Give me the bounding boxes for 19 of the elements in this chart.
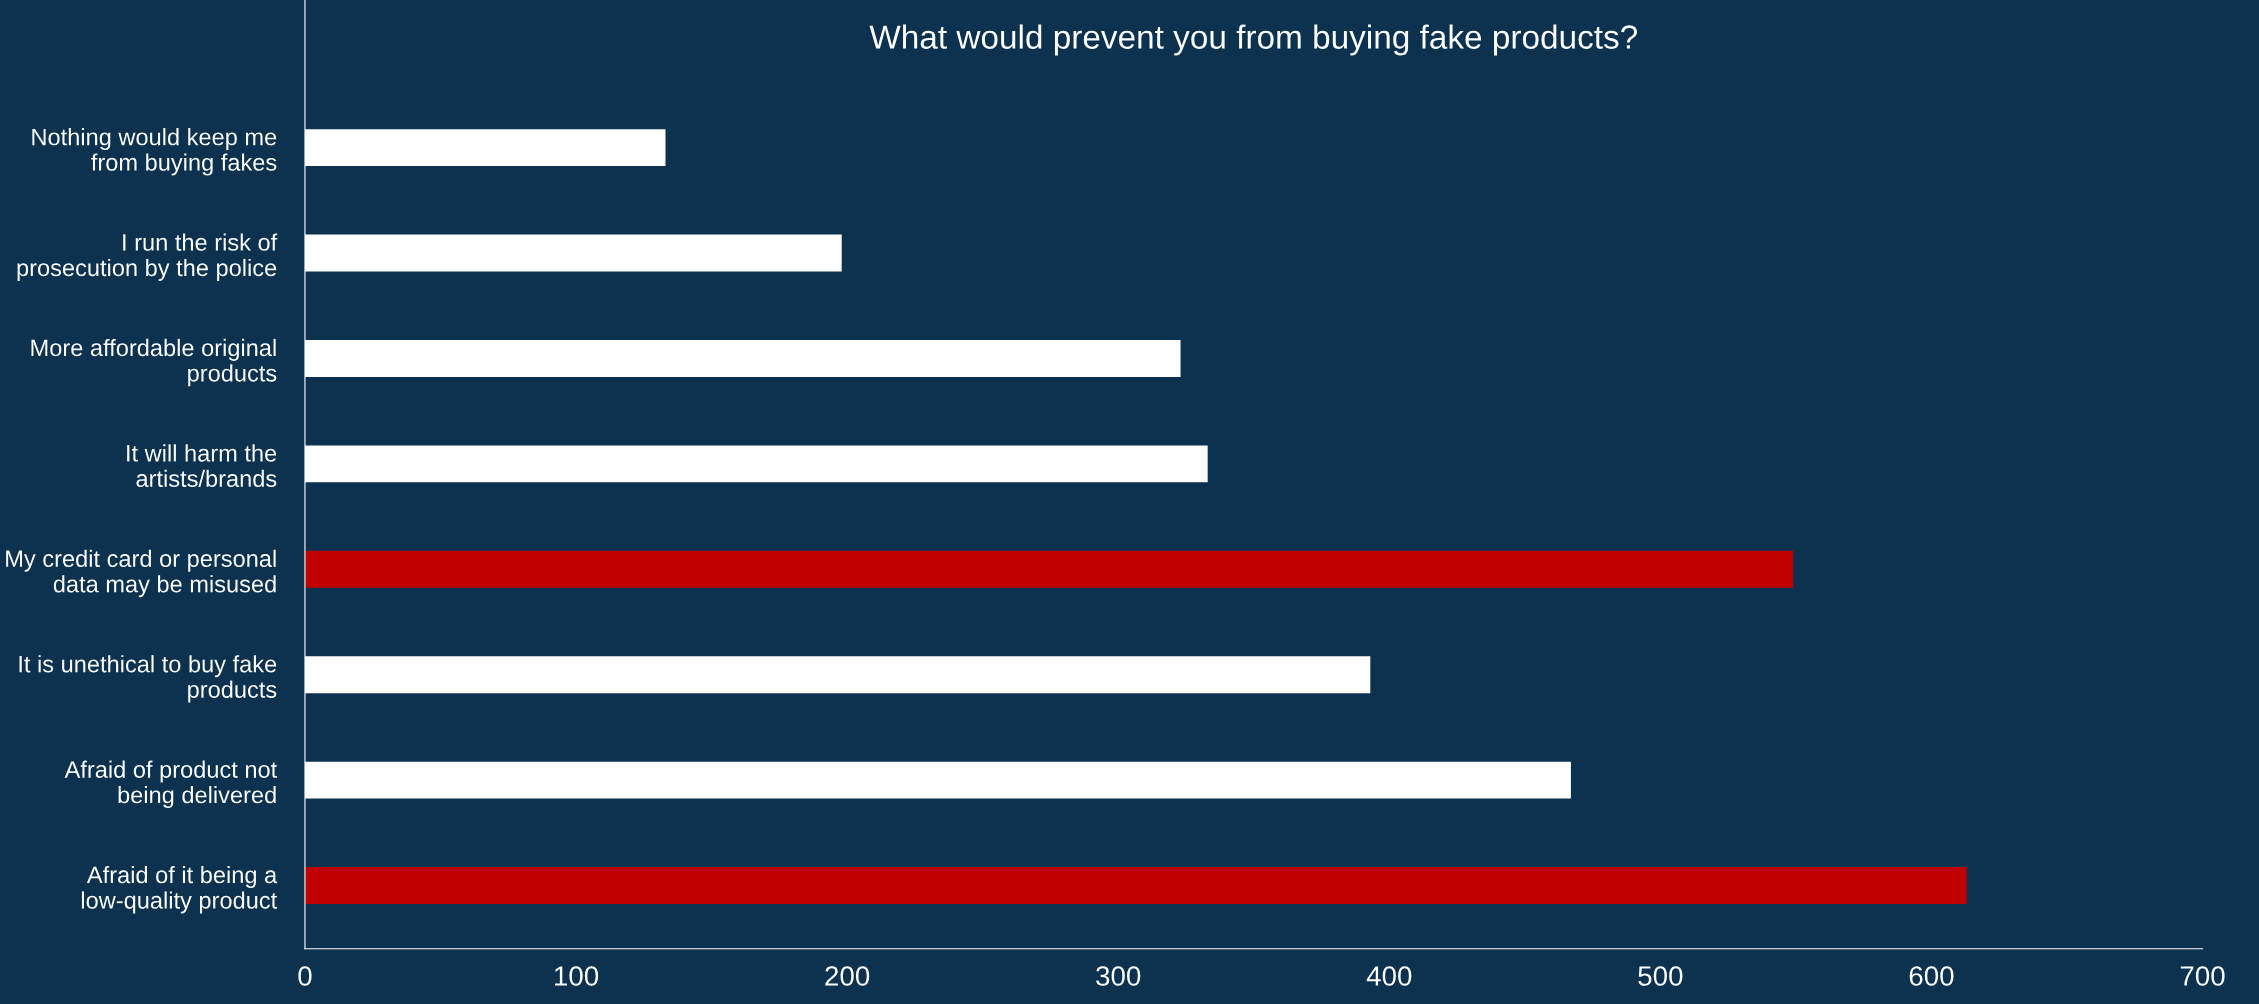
x-tick-label: 500 xyxy=(1638,966,1683,986)
y-tick-label: Nothing would keep me from buying fakes xyxy=(32,128,277,176)
y-tick-label: My credit card or personal data may be misused xyxy=(6,549,276,598)
y-tick-label: Afraid of product not being delivered xyxy=(64,760,278,808)
y-tick-label: It will harm the artists/brands xyxy=(127,444,277,488)
x-tick-label: 400 xyxy=(1366,966,1412,986)
y-tick-label: Afraid of it being a low-quality product xyxy=(81,865,278,914)
bar xyxy=(304,550,1794,588)
y-tick-label: More affordable original products xyxy=(31,338,277,387)
y-tick-label: It is unethical to buy fake products xyxy=(19,655,277,703)
x-tick-label: 0 xyxy=(298,966,312,986)
x-tick-label: 300 xyxy=(1096,966,1141,986)
x-tick-label: 100 xyxy=(554,966,599,986)
bar xyxy=(304,867,1967,904)
x-tick-label: 200 xyxy=(825,966,870,986)
x-tick-label: 600 xyxy=(1909,966,1954,986)
chart-title: What would prevent you from buying fake products? xyxy=(869,24,1637,56)
y-tick-label: I run the risk of prosecution by the police xyxy=(17,233,278,281)
x-tick-label: 700 xyxy=(2180,966,2225,986)
